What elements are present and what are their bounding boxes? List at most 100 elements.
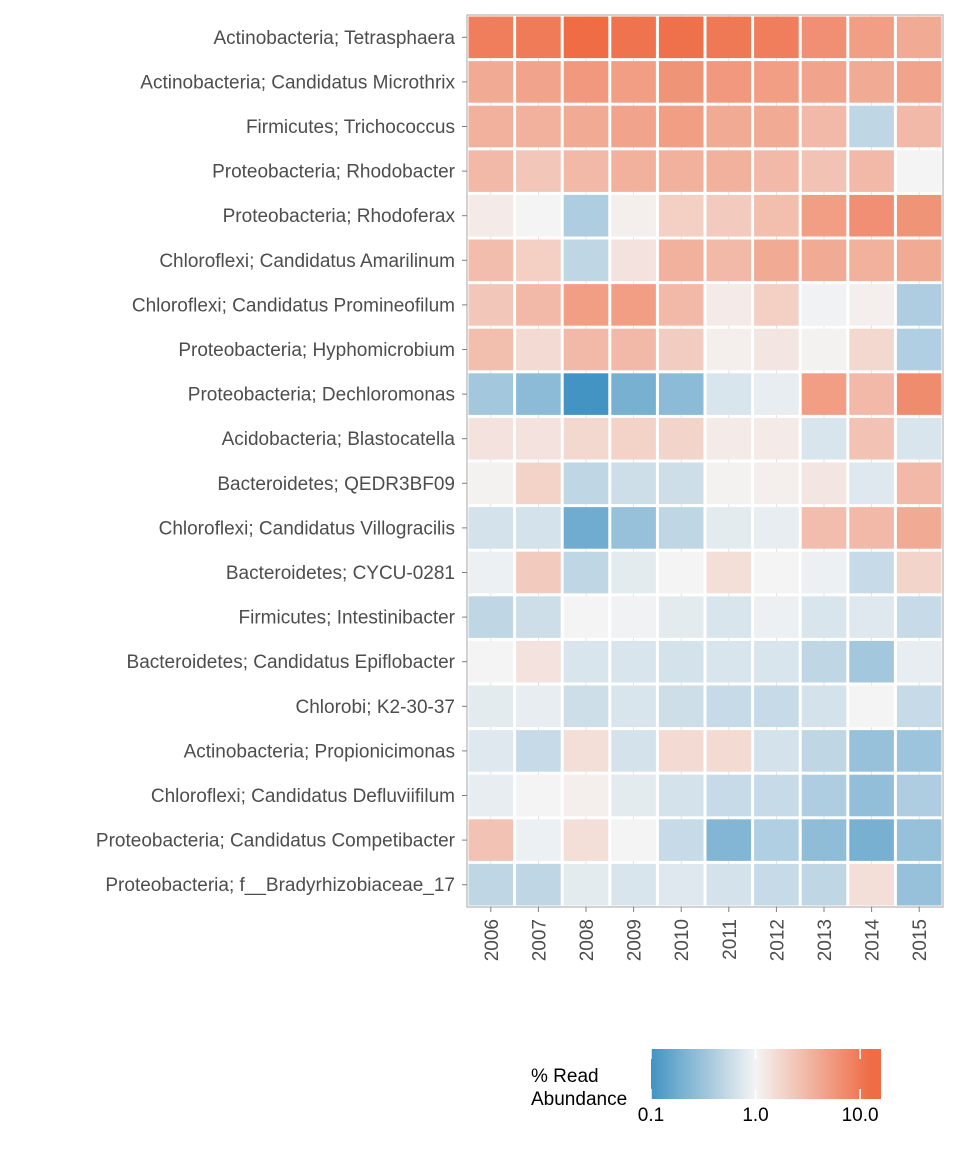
heatmap-cell [754,774,799,817]
heatmap-cell [849,194,894,237]
heatmap-cell [516,462,561,505]
heatmap-cell [468,61,514,103]
y-tick-label: Firmicutes; Trichococcus [246,117,455,138]
heatmap-cell [611,730,656,772]
heatmap-cell [754,105,799,148]
heatmap-cell [516,194,561,237]
heatmap-cell [468,462,514,505]
heatmap-cell [516,685,561,728]
heatmap-cell [658,239,704,282]
heatmap-cell [896,373,942,415]
y-tick-label: Proteobacteria; Candidatus Competibacter [96,831,456,852]
heatmap-cell [468,150,514,192]
heatmap-cell [706,150,752,192]
heatmap-cell [706,194,752,237]
heatmap-cell [611,239,656,282]
heatmap-cell [563,819,609,861]
heatmap-cell [468,685,514,728]
color-legend: % Read Abundance 0.1 1.0 10.0 [531,1049,881,1126]
y-tick-label: Proteobacteria; Dechloromonas [188,385,455,406]
heatmap-cell [896,61,942,103]
heatmap-cell [849,596,894,638]
y-tick-label: Chloroflexi; Candidatus Defluviifilum [151,786,455,807]
heatmap-cell [516,61,561,103]
legend-tick-label: 0.1 [638,1105,664,1126]
heatmap-cell [611,462,656,505]
y-tick-label: Proteobacteria; f__Bradyrhizobiaceae_17 [105,875,455,896]
heatmap-cell [706,819,752,861]
heatmap-cell [516,819,561,861]
heatmap-cell [801,819,847,861]
heatmap-cell [516,551,561,594]
heatmap-cell [468,640,514,683]
heatmap-cell [563,328,609,371]
y-tick-label: Actinobacteria; Propionicimonas [184,741,455,762]
heatmap-cell [516,774,561,817]
heatmap-cell [468,863,514,906]
heatmap-cell [706,462,752,505]
heatmap-cell [754,16,799,59]
legend-colorbar [651,1049,881,1099]
heatmap-cell [468,774,514,817]
heatmap-cell [754,551,799,594]
heatmap-cell [563,551,609,594]
heatmap-cell [658,417,704,460]
heatmap-cell [468,373,514,415]
heatmap-cell [706,105,752,148]
panel-border [466,14,944,908]
heatmap-cell [896,284,942,326]
heatmap-cell [611,417,656,460]
heatmap-cell [611,863,656,906]
heatmap-cell [896,730,942,772]
heatmap-cell [754,61,799,103]
x-tick-label: 2007 [529,919,550,961]
heatmap-cell [658,596,704,638]
legend-tick-label: 10.0 [842,1105,879,1126]
heatmap-cell [468,507,514,549]
heatmap-cell [516,150,561,192]
heatmap-cell [849,685,894,728]
heatmap-cell [563,462,609,505]
y-tick-label: Actinobacteria; Tetrasphaera [213,28,455,49]
heatmap-cell [468,819,514,861]
heatmap-cell [706,507,752,549]
heatmap-cell [801,105,847,148]
heatmap-cell [611,194,656,237]
heatmap-cell [658,61,704,103]
heatmap-cell [801,61,847,103]
heatmap-cell [516,16,561,59]
heatmap-cell [754,507,799,549]
heatmap-cell [754,150,799,192]
heatmap-cell [801,239,847,282]
heatmap-cell [516,730,561,772]
heatmap-cell [468,194,514,237]
heatmap-cell [849,328,894,371]
heatmap-cell [468,417,514,460]
heatmap-cell [801,284,847,326]
heatmap-cell [849,284,894,326]
heatmap-cell [849,507,894,549]
heatmap-cell [801,417,847,460]
heatmap-cell [611,640,656,683]
legend-tick-label: 1.0 [742,1105,768,1126]
heatmap-cell [706,551,752,594]
y-tick-label: Chloroflexi; Candidatus Promineofilum [132,295,455,316]
heatmap-cell [611,373,656,415]
heatmap-cell [611,150,656,192]
heatmap-cell [849,417,894,460]
heatmap-cell [706,685,752,728]
heatmap-cell [896,328,942,371]
heatmap-cell [754,417,799,460]
heatmap-cell [706,16,752,59]
heatmap-cell [611,16,656,59]
heatmap-cell [754,328,799,371]
heatmap-cell [849,551,894,594]
heatmap-cell [754,462,799,505]
heatmap-cell [611,61,656,103]
heatmap-cell [658,328,704,371]
heatmap-cell [754,730,799,772]
heatmap-cell [754,284,799,326]
heatmap-cell [801,462,847,505]
heatmap-cell [516,507,561,549]
y-tick-label: Bacteroidetes; Candidatus Epiflobacter [127,652,456,673]
